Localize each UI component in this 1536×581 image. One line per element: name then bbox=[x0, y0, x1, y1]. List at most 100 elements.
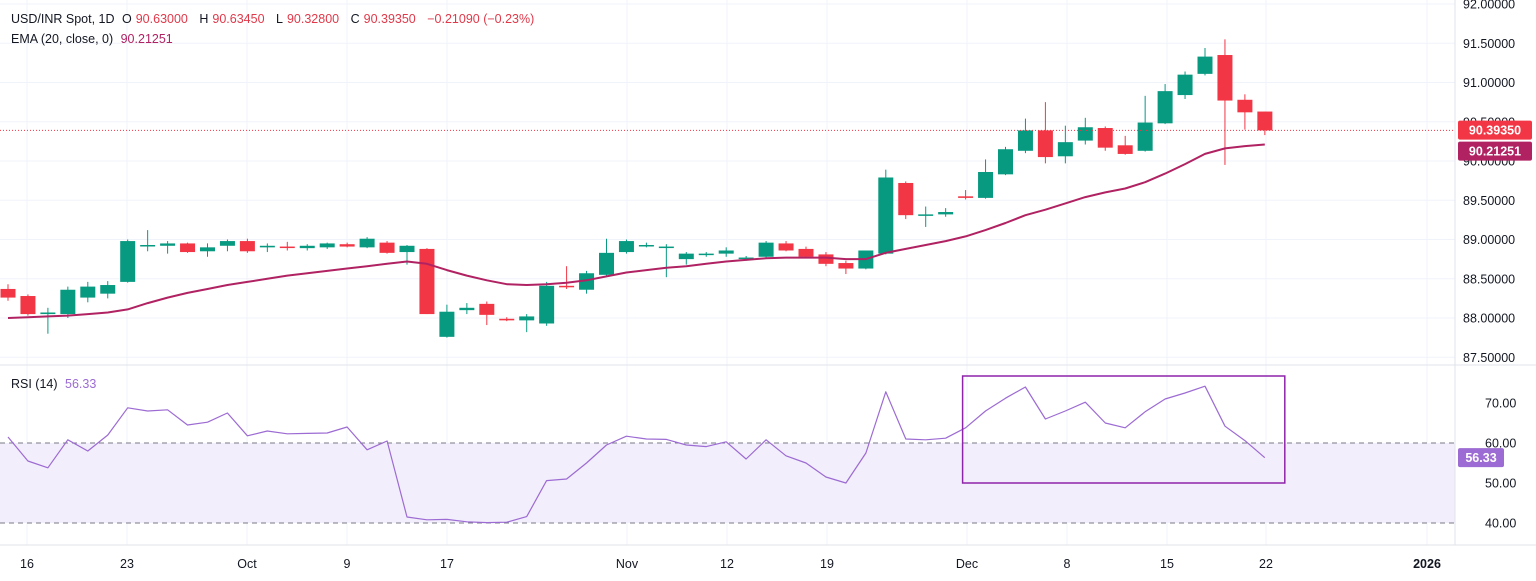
candle-body bbox=[958, 196, 974, 198]
candle-body bbox=[1257, 111, 1273, 131]
time-tick-label: Oct bbox=[237, 557, 257, 571]
time-tick-label: 16 bbox=[20, 557, 34, 571]
candle-body bbox=[0, 288, 16, 298]
candle-body bbox=[1017, 130, 1033, 151]
price-tick-label: 92.00000 bbox=[1463, 0, 1515, 12]
rsi-value: 56.33 bbox=[65, 377, 97, 391]
low-value: 90.32800 bbox=[286, 12, 340, 26]
rsi-tick-label: 60.00 bbox=[1485, 437, 1516, 451]
price-tick-label: 87.50000 bbox=[1463, 351, 1515, 365]
candle-body bbox=[160, 243, 176, 246]
price-tag-label: 90.39350 bbox=[1469, 124, 1521, 138]
ema-legend: EMA (20, close, 0) 90.21251 bbox=[11, 32, 177, 46]
close-label: C bbox=[350, 12, 360, 26]
ema-label: EMA (20, close, 0) bbox=[11, 32, 114, 46]
candle-body bbox=[718, 250, 734, 254]
candle-body bbox=[1057, 142, 1073, 157]
high-label: H bbox=[199, 12, 209, 26]
candle-body bbox=[259, 245, 275, 248]
time-tick-label: Nov bbox=[616, 557, 639, 571]
candle-body bbox=[978, 171, 994, 198]
high-value: 90.63450 bbox=[212, 12, 265, 26]
candle-body bbox=[20, 296, 36, 315]
candle-body bbox=[219, 241, 235, 246]
candle-body bbox=[678, 253, 694, 260]
candle-body bbox=[818, 254, 834, 264]
candle-body bbox=[419, 248, 435, 315]
candle-body bbox=[1177, 74, 1193, 96]
candle-body bbox=[299, 245, 315, 249]
time-tick-label: 8 bbox=[1064, 557, 1071, 571]
candle-body bbox=[140, 244, 156, 247]
time-tick-label: 23 bbox=[120, 557, 134, 571]
rsi-value-tag-label: 56.33 bbox=[1465, 451, 1496, 465]
candle-body bbox=[60, 289, 76, 315]
candle-body bbox=[938, 212, 954, 215]
candle-body bbox=[1037, 130, 1053, 158]
main-legend: USD/INR Spot, 1D O 90.63000 H 90.63450 L 90… bbox=[11, 12, 538, 26]
candle-body bbox=[1097, 128, 1113, 148]
candle-body bbox=[898, 182, 914, 216]
price-tags: 90.39350 90.21251 56.33 bbox=[1458, 120, 1532, 468]
ema-value: 90.21251 bbox=[120, 32, 173, 46]
price-tick-label: 88.00000 bbox=[1463, 312, 1515, 326]
time-tick-label: 19 bbox=[820, 557, 834, 571]
rsi-tick-label: 40.00 bbox=[1485, 517, 1516, 531]
candle-body bbox=[359, 238, 375, 248]
candle-body bbox=[758, 242, 774, 257]
candle-body bbox=[918, 214, 934, 216]
change-value: −0.21090 (−0.23%) bbox=[427, 12, 535, 26]
candle-body bbox=[319, 243, 335, 248]
price-tag bbox=[1458, 141, 1532, 161]
candle-body bbox=[778, 243, 794, 251]
time-tick-label: Dec bbox=[956, 557, 978, 571]
time-tick-label: 12 bbox=[720, 557, 734, 571]
ema-line-group bbox=[7, 143, 1265, 319]
candle-body bbox=[559, 285, 575, 288]
time-tick-label: 17 bbox=[440, 557, 454, 571]
price-tag-label: 90.21251 bbox=[1469, 145, 1521, 159]
rsi-highlight-box bbox=[961, 375, 1286, 484]
symbol-title: USD/INR Spot, 1D bbox=[11, 12, 115, 26]
candle-body bbox=[519, 316, 535, 321]
candle-body bbox=[120, 241, 136, 282]
candle-body bbox=[239, 241, 255, 252]
price-tick-label: 91.00000 bbox=[1463, 76, 1515, 90]
candle-body bbox=[878, 177, 894, 254]
candle-body bbox=[459, 307, 475, 311]
price-tick-label: 88.50000 bbox=[1463, 272, 1515, 286]
rsi-tick-label: 50.00 bbox=[1485, 477, 1516, 491]
candle-body bbox=[499, 318, 515, 321]
candle-body bbox=[339, 244, 355, 247]
time-tick-label: 2026 bbox=[1413, 557, 1441, 571]
candle-body bbox=[1117, 145, 1133, 154]
candle-body bbox=[638, 244, 654, 247]
rsi-legend: RSI (14) 56.33 bbox=[11, 377, 100, 391]
time-tick-label: 15 bbox=[1160, 557, 1174, 571]
candle-body bbox=[279, 246, 295, 249]
candle-body bbox=[738, 257, 754, 260]
close-value: 90.39350 bbox=[363, 12, 416, 26]
price-tick-label: 89.00000 bbox=[1463, 233, 1515, 247]
candle-body bbox=[1157, 91, 1173, 124]
candle-body bbox=[1077, 127, 1093, 141]
rsi-highlight-box-group bbox=[961, 375, 1286, 484]
candle-body bbox=[698, 253, 714, 256]
price-tag bbox=[1458, 120, 1532, 140]
candle-body bbox=[1217, 55, 1233, 101]
candle-body bbox=[579, 273, 595, 290]
open-label: O bbox=[122, 12, 132, 26]
low-label: L bbox=[276, 12, 283, 26]
candle-body bbox=[439, 311, 455, 337]
candle-body bbox=[798, 248, 814, 257]
candle-body bbox=[1137, 122, 1153, 151]
open-value: 90.63000 bbox=[135, 12, 188, 26]
price-tick-label: 91.50000 bbox=[1463, 37, 1515, 51]
candle-body bbox=[200, 247, 215, 252]
candle-body bbox=[998, 149, 1013, 175]
candle-body bbox=[399, 245, 415, 253]
candle-body bbox=[479, 303, 495, 315]
rsi-value-tag bbox=[1458, 448, 1504, 468]
candle-body bbox=[618, 241, 634, 253]
candle-body bbox=[1237, 99, 1253, 113]
